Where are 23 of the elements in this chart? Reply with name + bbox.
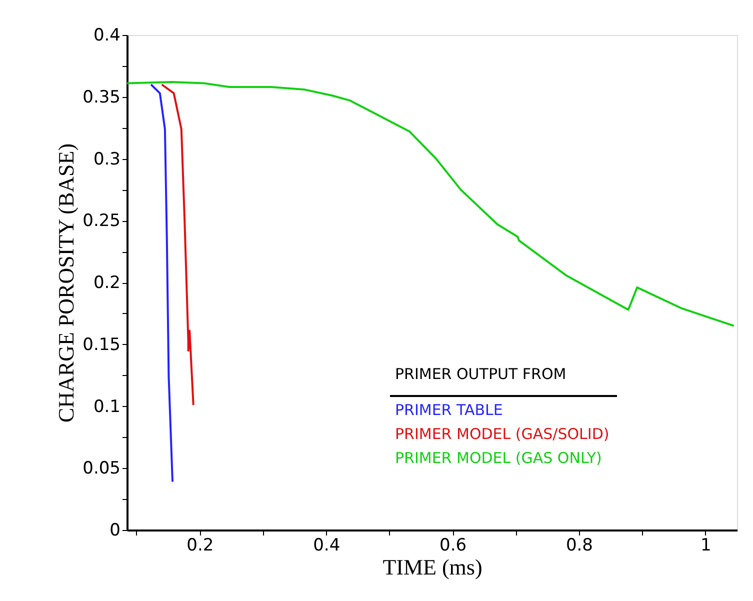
x-tick-label: 0.6 [440,536,467,556]
y-axis-title: CHARGE POROSITY (BASE) [54,143,79,423]
text: PRIMER TABLE [395,401,503,419]
y-tick-label: 0.1 [93,396,120,417]
x-tick-label: 0.8 [566,536,593,556]
x-axis-title: TIME (ms) [382,554,482,580]
y-tick-label: 0.2 [93,273,120,293]
y-tick-label: 0.35 [82,87,120,108]
y-tick-label: 0 [110,520,120,540]
y-tick-label: 0.15 [82,334,120,355]
x-tick-label: 0.2 [186,536,214,556]
text: PRIMER MODEL (GAS ONLY) [395,449,602,467]
x-tick-label: 0.4 [313,536,340,556]
y-tick-label: 0.05 [82,458,120,479]
line-series [150,84,174,483]
y-tick-label: 0.3 [93,149,120,170]
y-tick-label: 0.25 [82,211,120,232]
text: PRIMER MODEL (GAS/SOLID) [395,425,610,443]
line-series [160,84,194,406]
x-tick-label: 1 [700,536,712,556]
line-series [127,81,735,327]
legend-title: PRIMER OUTPUT FROM [395,365,566,383]
y-tick-label: 0.4 [93,26,120,46]
